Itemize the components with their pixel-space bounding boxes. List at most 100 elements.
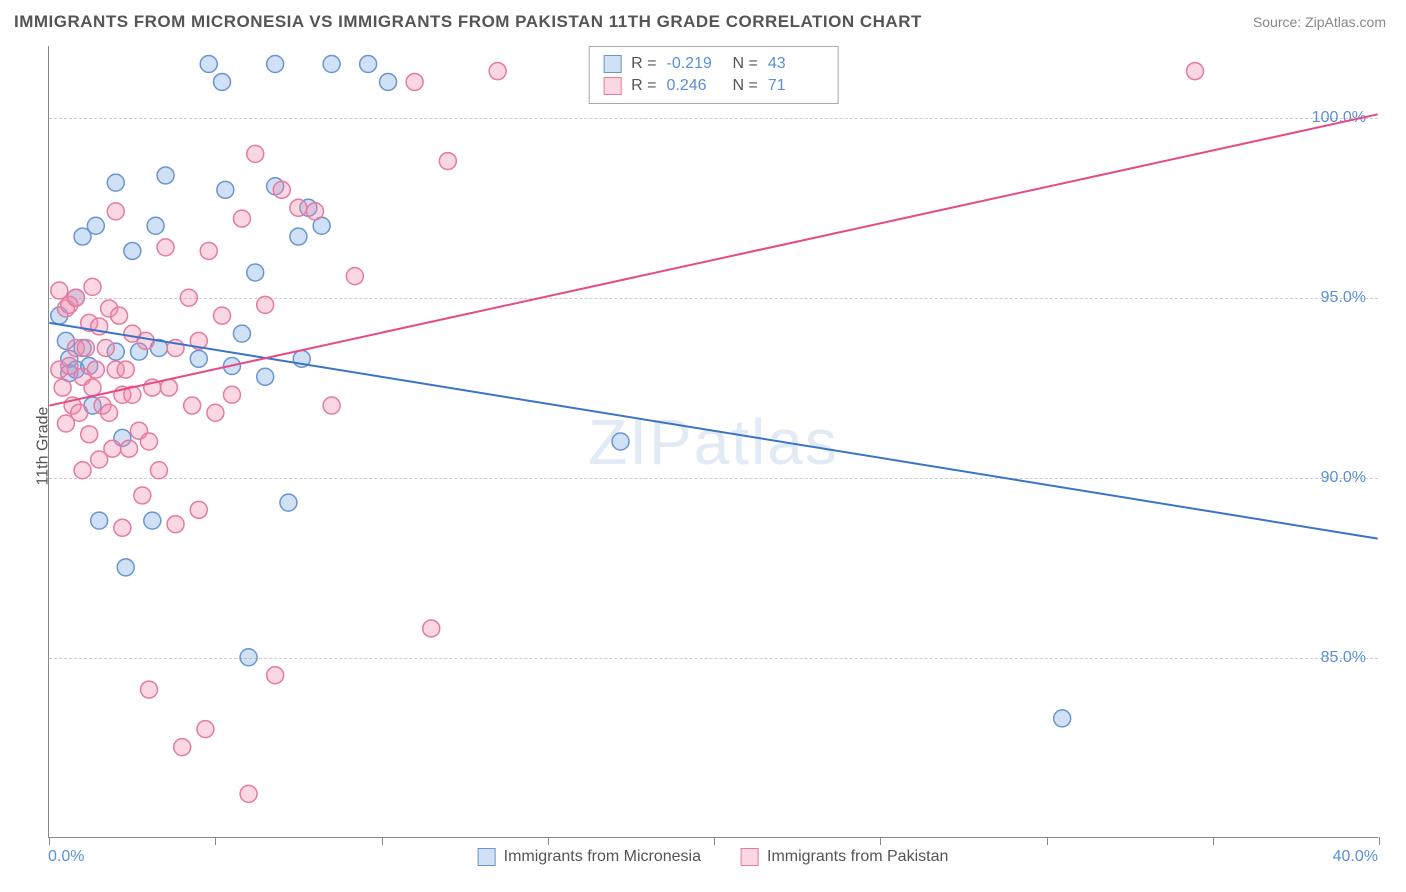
- scatter-point: [489, 63, 506, 80]
- scatter-point: [200, 242, 217, 259]
- scatter-point: [184, 397, 201, 414]
- x-tick: [215, 837, 216, 845]
- scatter-point: [140, 681, 157, 698]
- plot-area: ZIPatlas R =-0.219N =43R =0.246N =71 85.…: [48, 46, 1378, 838]
- scatter-point: [1187, 63, 1204, 80]
- scatter-point: [81, 426, 98, 443]
- x-tick: [382, 837, 383, 845]
- n-label: N =: [733, 55, 758, 73]
- r-label: R =: [631, 55, 656, 73]
- scatter-point: [280, 494, 297, 511]
- trend-line: [49, 323, 1377, 539]
- scatter-point: [87, 361, 104, 378]
- scatter-point: [140, 433, 157, 450]
- scatter-point: [323, 397, 340, 414]
- r-label: R =: [631, 77, 656, 95]
- scatter-point: [111, 307, 128, 324]
- legend-label: Immigrants from Micronesia: [504, 848, 701, 866]
- scatter-point: [423, 620, 440, 637]
- stats-row: R =-0.219N =43: [603, 53, 824, 75]
- scatter-point: [214, 73, 231, 90]
- legend-swatch-icon: [603, 55, 621, 73]
- scatter-point: [174, 739, 191, 756]
- scatter-point: [147, 217, 164, 234]
- chart-title: IMMIGRANTS FROM MICRONESIA VS IMMIGRANTS…: [14, 12, 922, 32]
- scatter-point: [124, 242, 141, 259]
- r-value: 0.246: [667, 77, 723, 95]
- scatter-point: [150, 462, 167, 479]
- x-axis-labels: 0.0% Immigrants from MicronesiaImmigrant…: [48, 848, 1378, 878]
- scatter-point: [107, 174, 124, 191]
- scatter-point: [71, 404, 88, 421]
- scatter-point: [167, 516, 184, 533]
- scatter-point: [144, 512, 161, 529]
- scatter-point: [240, 649, 257, 666]
- scatter-point: [223, 386, 240, 403]
- x-axis-end-label: 40.0%: [1333, 848, 1378, 866]
- scatter-point: [273, 181, 290, 198]
- scatter-point: [214, 307, 231, 324]
- scatter-point: [114, 519, 131, 536]
- scatter-point: [134, 487, 151, 504]
- legend-label: Immigrants from Pakistan: [767, 848, 948, 866]
- scatter-point: [323, 55, 340, 72]
- scatter-point: [612, 433, 629, 450]
- scatter-point: [207, 404, 224, 421]
- scatter-point: [180, 289, 197, 306]
- chart-container: IMMIGRANTS FROM MICRONESIA VS IMMIGRANTS…: [0, 0, 1406, 892]
- scatter-point: [190, 350, 207, 367]
- scatter-point: [439, 153, 456, 170]
- n-value: 71: [768, 77, 824, 95]
- scatter-point: [84, 379, 101, 396]
- scatter-point: [217, 181, 234, 198]
- scatter-point: [233, 210, 250, 227]
- scatter-point: [84, 278, 101, 295]
- legend-item: Immigrants from Pakistan: [741, 848, 948, 866]
- scatter-point: [91, 512, 108, 529]
- x-tick: [880, 837, 881, 845]
- scatter-point: [240, 785, 257, 802]
- bottom-legend: Immigrants from Micronesia Immigrants fro…: [478, 848, 949, 866]
- scatter-point: [97, 340, 114, 357]
- scatter-point: [157, 167, 174, 184]
- scatter-point: [406, 73, 423, 90]
- scatter-point: [87, 217, 104, 234]
- scatter-point: [360, 55, 377, 72]
- legend-swatch-icon: [741, 848, 759, 866]
- n-label: N =: [733, 77, 758, 95]
- scatter-point: [290, 199, 307, 216]
- scatter-point: [107, 203, 124, 220]
- scatter-point: [137, 332, 154, 349]
- x-tick: [1379, 837, 1380, 845]
- scatter-point: [117, 361, 134, 378]
- scatter-point: [104, 440, 121, 457]
- x-tick: [714, 837, 715, 845]
- scatter-point: [117, 559, 134, 576]
- scatter-point: [101, 404, 118, 421]
- scatter-point: [200, 55, 217, 72]
- scatter-point: [121, 440, 138, 457]
- scatter-point: [257, 296, 274, 313]
- scatter-point: [51, 282, 68, 299]
- x-tick: [1047, 837, 1048, 845]
- scatter-point: [233, 325, 250, 342]
- scatter-point: [190, 501, 207, 518]
- scatter-point: [267, 667, 284, 684]
- scatter-point: [290, 228, 307, 245]
- scatter-point: [247, 264, 264, 281]
- legend-item: Immigrants from Micronesia: [478, 848, 701, 866]
- scatter-point: [257, 368, 274, 385]
- x-tick: [49, 837, 50, 845]
- r-value: -0.219: [667, 55, 723, 73]
- scatter-point: [67, 289, 84, 306]
- x-tick: [1213, 837, 1214, 845]
- x-tick: [548, 837, 549, 845]
- source-label: Source: ZipAtlas.com: [1253, 14, 1386, 30]
- scatter-point: [77, 340, 94, 357]
- scatter-point: [157, 239, 174, 256]
- scatter-point: [307, 203, 324, 220]
- scatter-point: [247, 145, 264, 162]
- scatter-point: [1054, 710, 1071, 727]
- scatter-point: [54, 379, 71, 396]
- stats-row: R = 0.246 N = 71: [603, 75, 824, 97]
